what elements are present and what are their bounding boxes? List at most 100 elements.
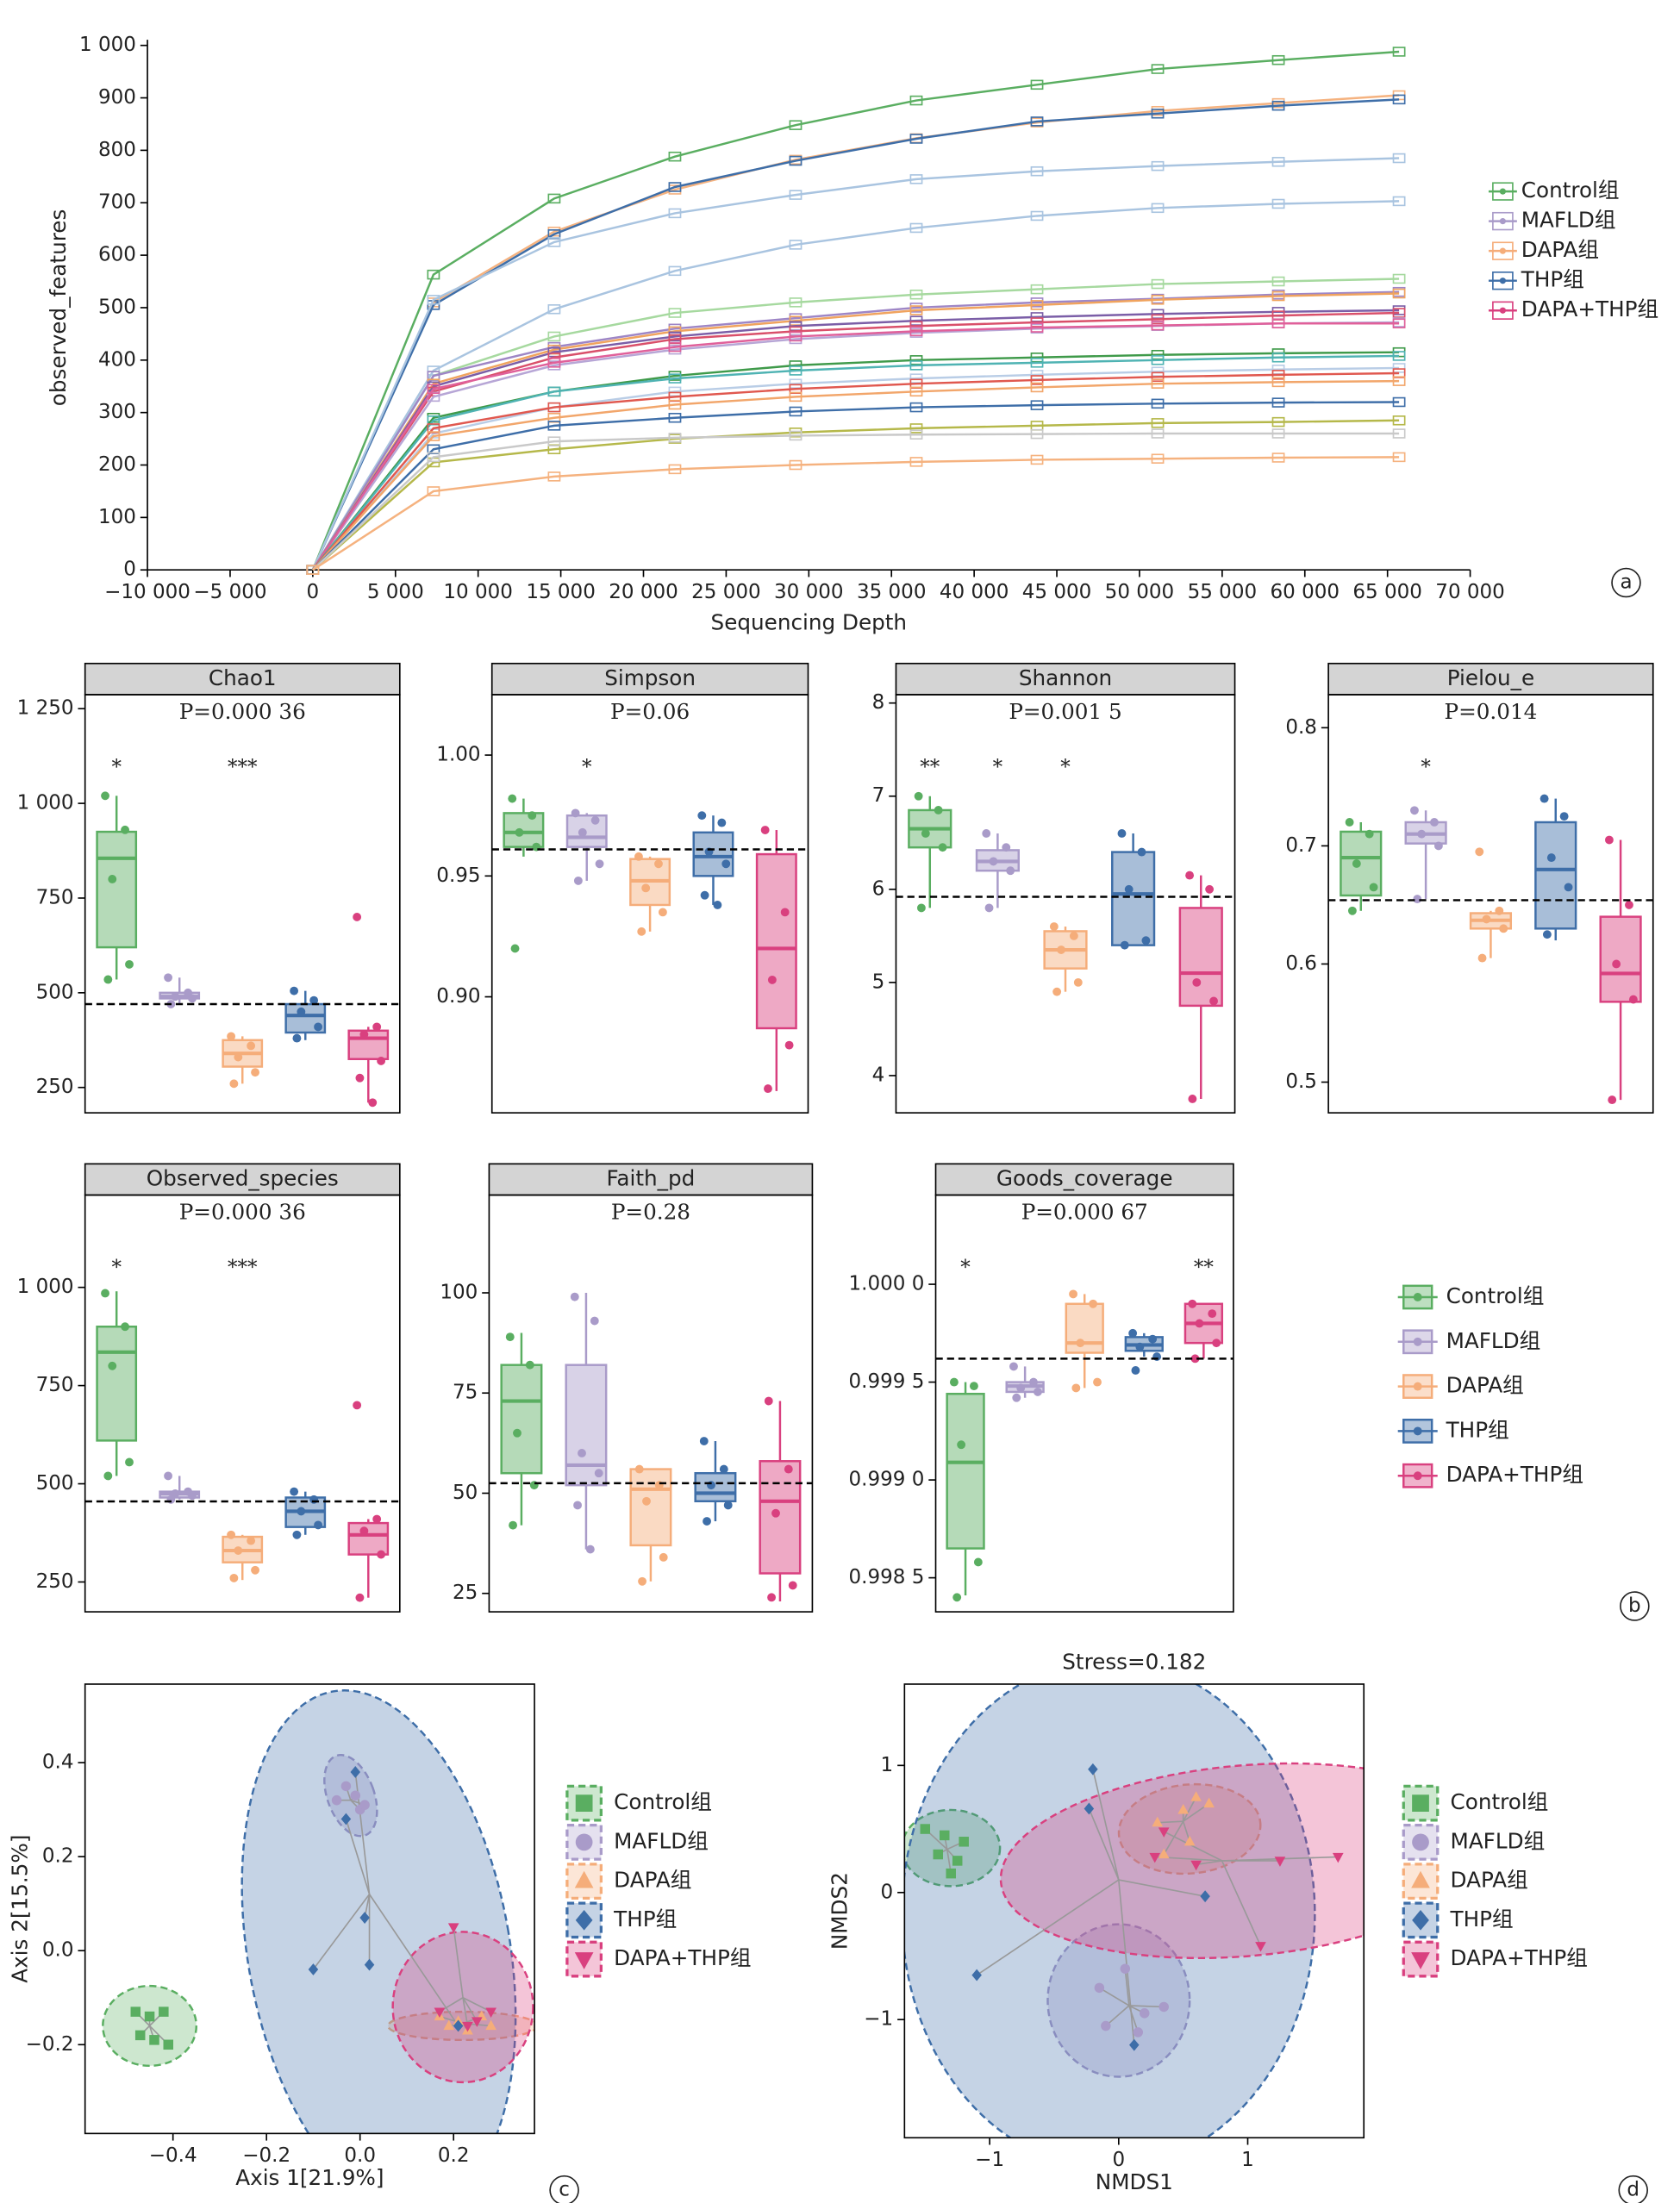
y-tick-label: 100	[440, 1282, 478, 1304]
point	[1158, 1827, 1170, 1838]
y-tick-label: 4	[872, 1064, 885, 1086]
point	[921, 829, 930, 838]
point-marker	[1271, 198, 1285, 209]
point	[234, 1546, 243, 1555]
point	[1352, 859, 1361, 868]
point	[699, 1437, 709, 1445]
point	[515, 827, 524, 837]
point	[108, 1361, 117, 1370]
point	[920, 1824, 931, 1834]
point-marker	[1151, 355, 1165, 365]
point	[697, 811, 707, 821]
point	[1120, 940, 1129, 950]
p-value: P=0.000 36	[179, 699, 306, 724]
point	[957, 1440, 966, 1450]
y-tick-label: 0.998 5	[849, 1566, 925, 1588]
x-tick-label: −0.4	[149, 2144, 197, 2167]
point	[1345, 818, 1354, 827]
series-line	[311, 157, 1400, 571]
point	[659, 1552, 668, 1562]
point	[973, 1557, 983, 1567]
point	[103, 975, 113, 984]
spider-line	[1163, 1831, 1222, 1862]
point	[914, 791, 923, 801]
point	[509, 1520, 517, 1530]
panel-label: d	[1627, 2179, 1639, 2201]
point	[359, 1800, 370, 1810]
point-marker	[547, 237, 561, 247]
point	[764, 1084, 772, 1094]
point	[1120, 1963, 1131, 1974]
point	[1604, 835, 1614, 845]
point	[578, 1449, 586, 1457]
point	[1137, 847, 1146, 857]
significance: **	[1194, 1257, 1215, 1279]
x-tick-label: 0	[307, 581, 320, 603]
point	[513, 1428, 521, 1438]
y-tick-label: 0	[881, 1881, 894, 1903]
y-tick-label: 5	[872, 970, 885, 993]
point	[1539, 794, 1549, 803]
spider-line	[1088, 1808, 1120, 1881]
series-line	[312, 432, 1400, 571]
point-marker	[547, 402, 561, 413]
point-marker	[668, 208, 682, 219]
point	[331, 1794, 342, 1806]
point	[505, 1332, 515, 1342]
legend-label: MAFLD组	[614, 1828, 709, 1853]
point-marker	[909, 386, 923, 397]
point	[767, 975, 777, 984]
x-tick-label: 45 000	[1022, 581, 1092, 603]
box	[1065, 1302, 1104, 1354]
p-value: P=0.001 5	[1009, 699, 1121, 724]
y-tick-label: 0	[123, 559, 136, 581]
point-marker	[1151, 378, 1165, 389]
confidence-ellipse	[1046, 1923, 1191, 2078]
point-marker	[1392, 363, 1406, 373]
point	[1089, 1299, 1098, 1308]
point-marker	[909, 457, 923, 467]
spider-line	[1105, 2005, 1130, 2027]
point	[1365, 829, 1374, 839]
x-tick-label: 0.2	[438, 2144, 470, 2167]
point	[784, 1040, 794, 1050]
legend-marker	[574, 1952, 594, 1969]
title-strip	[84, 1163, 401, 1196]
point-marker	[909, 289, 923, 300]
y-tick-label: −0.2	[26, 2033, 74, 2056]
spider-line	[1157, 1820, 1183, 1824]
point	[1188, 1299, 1197, 1308]
x-tick-label: −1	[975, 2149, 1004, 2171]
legend-label: DAPA+THP组	[1521, 296, 1658, 321]
legend-label: THP组	[613, 1907, 677, 1932]
point	[1628, 995, 1638, 1004]
y-tick-label: 0.8	[1285, 716, 1317, 739]
panel-title: Observed_species	[147, 1165, 339, 1190]
point	[1190, 1354, 1200, 1364]
point	[637, 927, 646, 936]
p-value: P=0.06	[610, 699, 690, 724]
legend-marker	[575, 1794, 593, 1813]
point-marker	[789, 240, 803, 250]
p-value: P=0.000 67	[1021, 1199, 1148, 1224]
point	[525, 1360, 534, 1370]
panel-label-circle	[1620, 1591, 1650, 1621]
spider-line	[1221, 1860, 1262, 1947]
point-marker	[306, 565, 320, 575]
spider-line	[368, 1894, 459, 2026]
point	[989, 857, 998, 866]
point	[1152, 1816, 1164, 1827]
y-tick-label: 1	[881, 1754, 894, 1776]
point-marker	[427, 269, 440, 280]
point	[1094, 1982, 1105, 1994]
y-tick-label: 750	[36, 886, 74, 908]
point	[1177, 1804, 1189, 1814]
frame	[934, 1194, 1234, 1613]
y-tick-label: 25	[453, 1582, 478, 1604]
x-axis-label: Axis 1[21.9%]	[235, 2165, 384, 2190]
legend-box	[565, 1784, 603, 1822]
series-line	[311, 379, 1400, 571]
point	[125, 1457, 134, 1467]
panel-title: Pielou_e	[1447, 665, 1534, 690]
point-marker	[1151, 428, 1165, 439]
